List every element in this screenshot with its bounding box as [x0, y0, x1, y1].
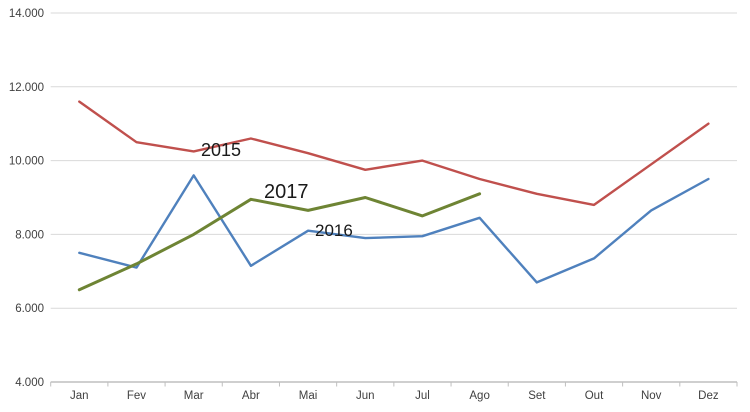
y-axis-tick-label: 6.000 — [15, 303, 44, 315]
x-axis-tick-label: Set — [528, 390, 546, 402]
series-label-2015: 2015 — [201, 140, 242, 160]
x-axis-tick-label: Fev — [127, 390, 146, 402]
y-axis-tick-label: 12.000 — [9, 82, 44, 94]
x-axis-tick-label: Out — [585, 390, 604, 402]
x-axis-tick-label: Mar — [184, 390, 204, 402]
x-axis-tick-label: Ago — [469, 390, 489, 402]
x-axis-tick-label: Jul — [415, 390, 430, 402]
series-label-2016: 2016 — [315, 221, 353, 240]
series-2017-line — [77, 192, 482, 292]
x-axis-tick-label: Mai — [299, 390, 318, 402]
y-axis-tick-label: 4.000 — [15, 377, 44, 389]
series-2016-line — [78, 174, 710, 284]
y-axis-tick-label: 8.000 — [15, 229, 44, 241]
y-axis-tick-label: 10.000 — [9, 156, 44, 168]
x-axis-tick-label: Jan — [70, 390, 89, 402]
x-axis-tick-label: Jun — [356, 390, 375, 402]
x-axis-tick-label: Abr — [242, 390, 260, 402]
x-axis-tick-label: Dez — [698, 390, 719, 402]
x-axis-tick-label: Nov — [641, 390, 662, 402]
y-axis-tick-label: 14.000 — [9, 8, 44, 20]
series-2015-line — [78, 100, 710, 207]
series-label-2017: 2017 — [264, 181, 309, 203]
